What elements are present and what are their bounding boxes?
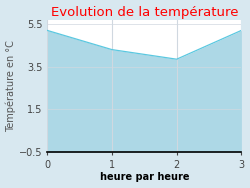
- Title: Evolution de la température: Evolution de la température: [50, 6, 238, 19]
- Y-axis label: Température en °C: Température en °C: [6, 40, 16, 132]
- X-axis label: heure par heure: heure par heure: [100, 172, 189, 182]
